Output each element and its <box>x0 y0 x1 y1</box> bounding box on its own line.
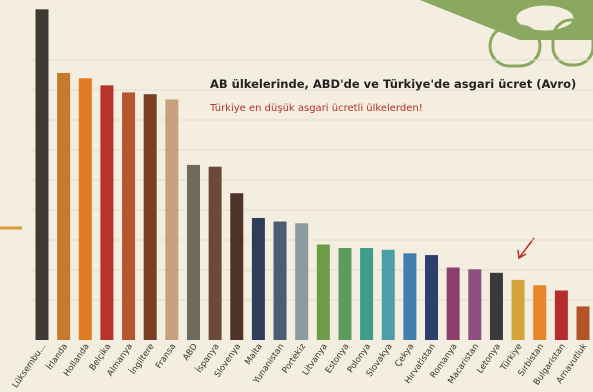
x-tick-label: Lüksembu... <box>11 342 49 390</box>
bar <box>143 94 157 340</box>
bar <box>78 78 92 340</box>
x-tick-label: Fransa <box>154 342 178 371</box>
bar <box>251 217 265 340</box>
bar <box>208 166 222 340</box>
bar <box>446 267 460 340</box>
bar <box>186 164 200 340</box>
bar <box>100 85 114 340</box>
chart-subtitle: Türkiye en düşük asgari ücretli ülkelerd… <box>209 103 423 114</box>
bar <box>468 269 482 340</box>
bar <box>576 306 590 340</box>
bar <box>35 9 49 340</box>
bar <box>165 99 179 340</box>
bar <box>533 285 547 340</box>
bar <box>425 255 439 340</box>
bar <box>511 279 525 340</box>
decoration <box>0 0 593 260</box>
bar <box>230 193 244 340</box>
bar <box>489 272 503 340</box>
bar <box>316 244 330 340</box>
bar <box>360 248 374 340</box>
x-tick-label: Malta <box>243 342 265 367</box>
bar <box>295 223 309 340</box>
bar <box>338 248 352 340</box>
x-tick-label: ABD <box>181 342 200 363</box>
bar <box>381 249 395 340</box>
bar <box>122 92 136 340</box>
bar <box>554 290 568 340</box>
chart-title: AB ülkelerinde, ABD'de ve Türkiye'de asg… <box>210 77 576 91</box>
bar <box>273 221 287 340</box>
bar <box>403 253 417 340</box>
bar <box>57 72 71 341</box>
